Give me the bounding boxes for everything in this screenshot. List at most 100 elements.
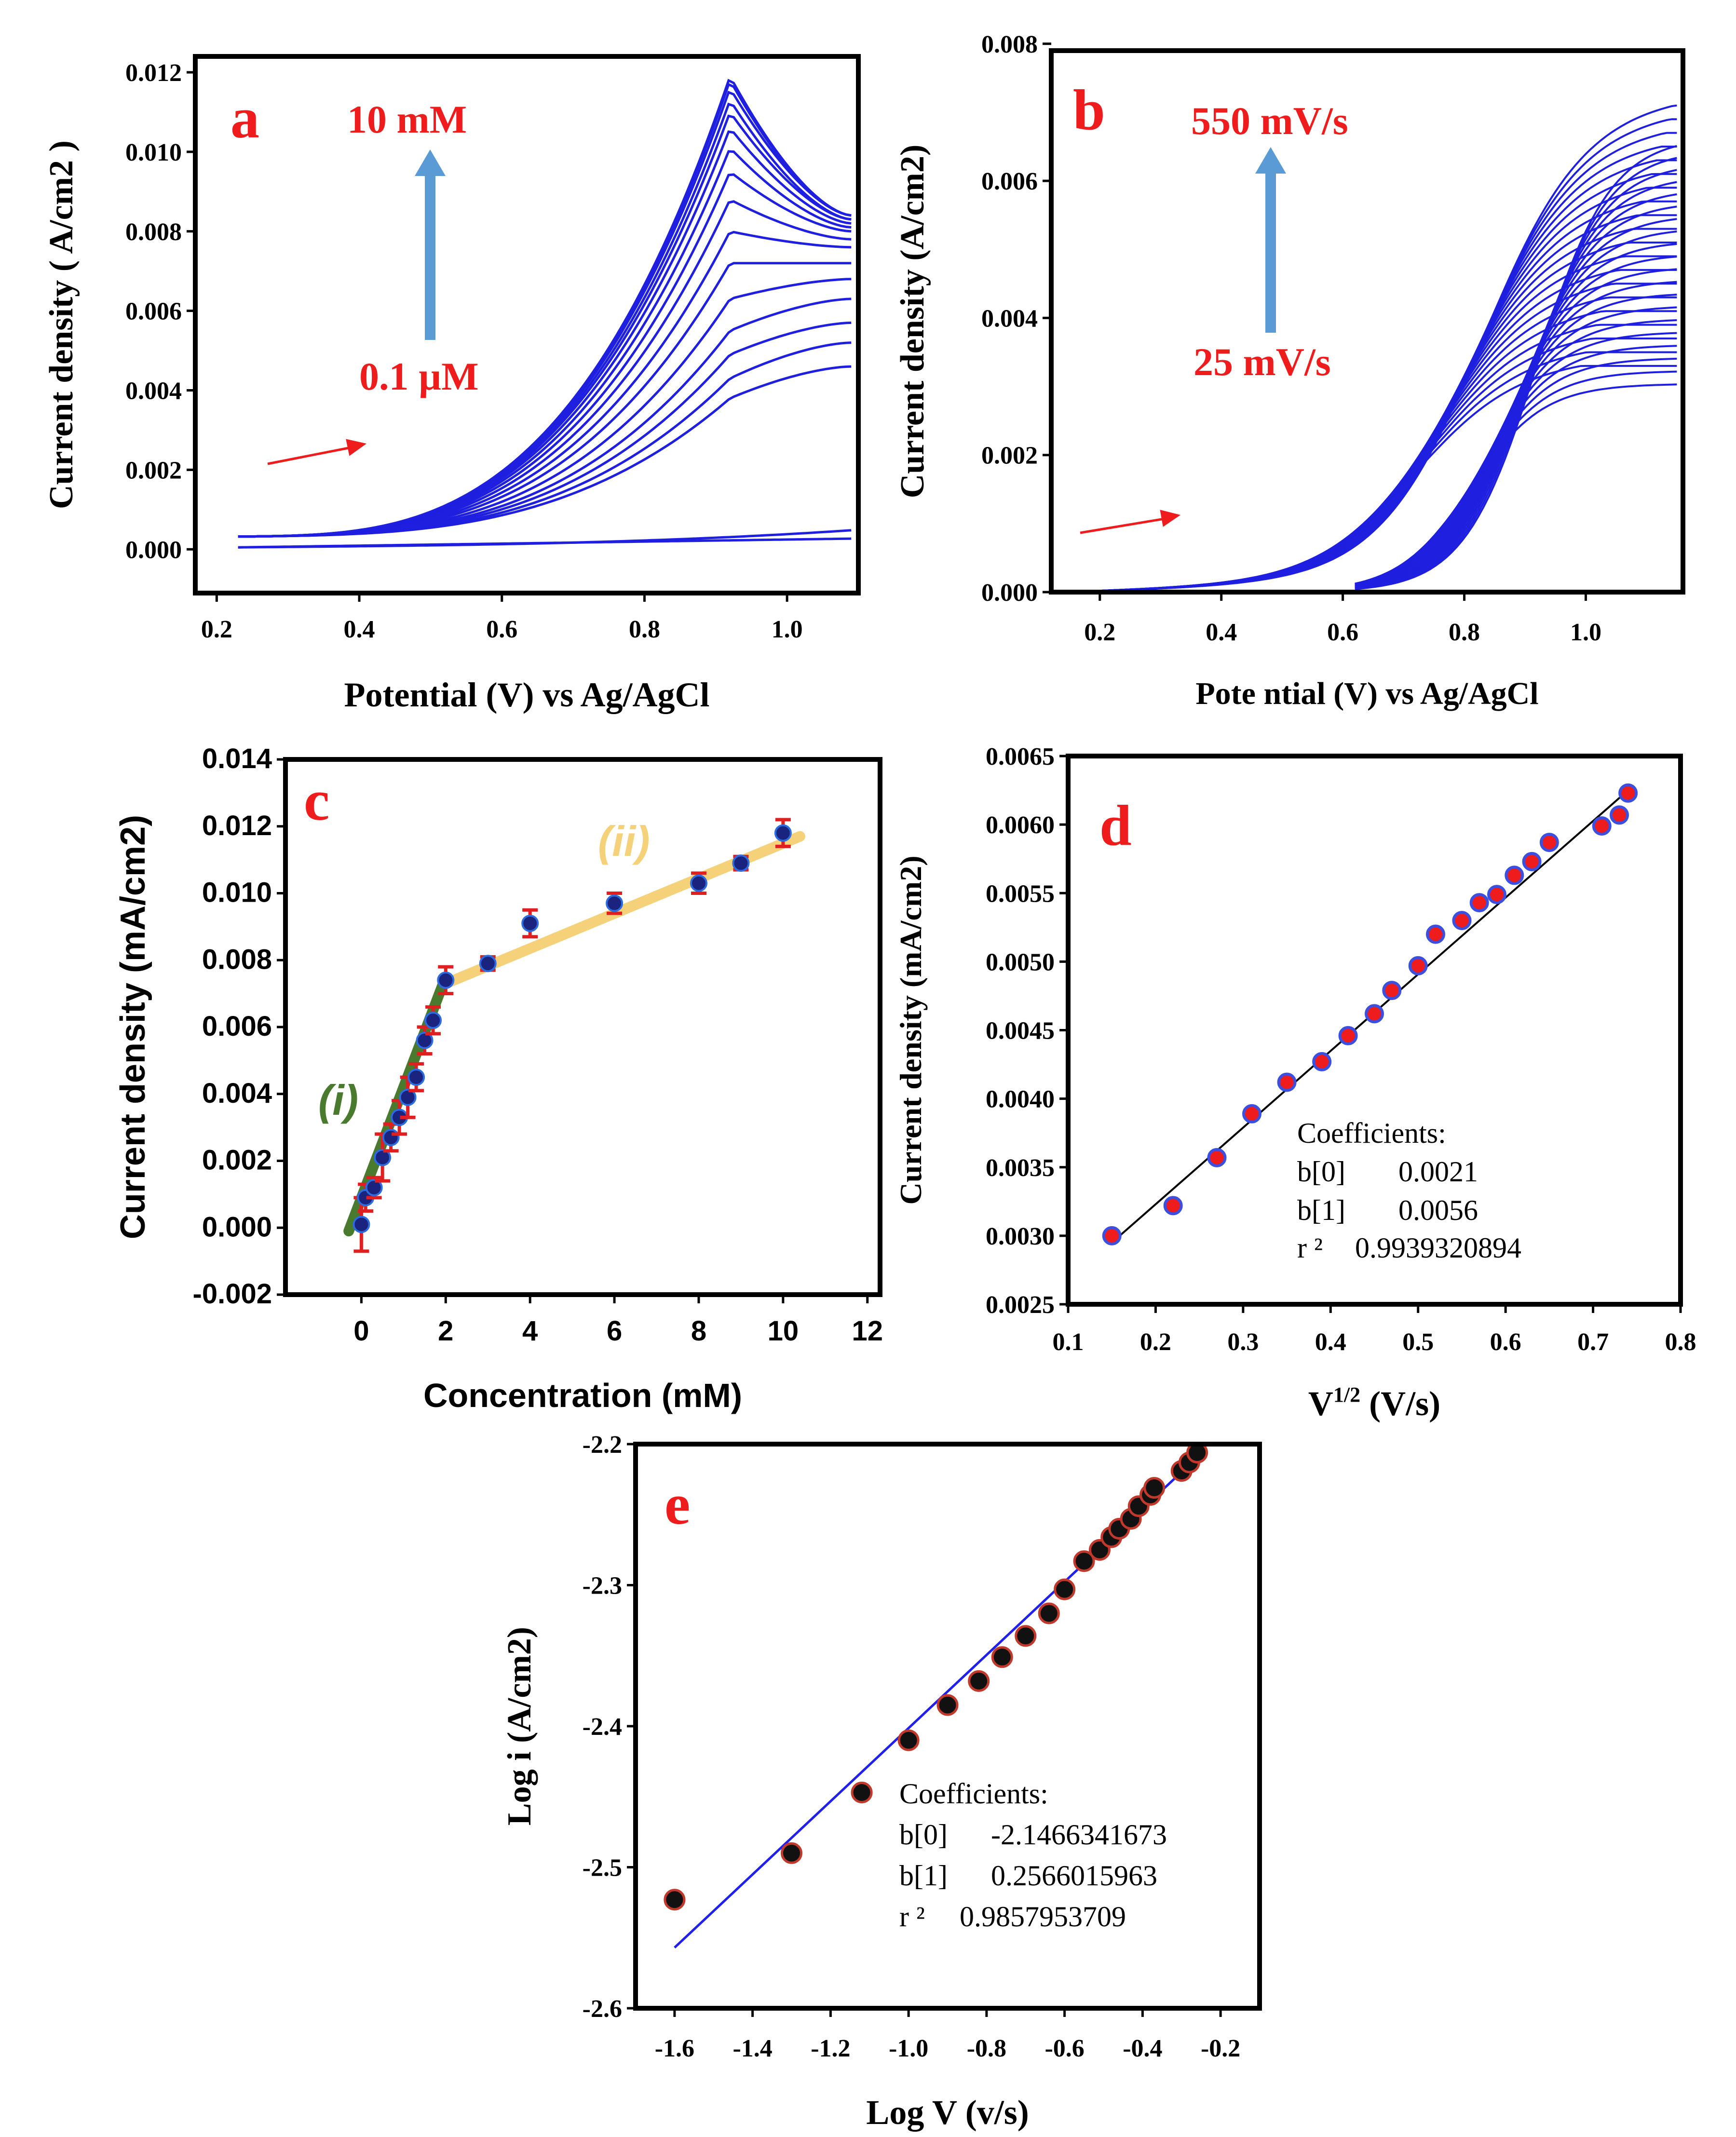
panel-e-xtick-label: -1.6 (655, 2035, 694, 2062)
lsv-curve-b (1069, 104, 1677, 593)
panel-d-xtick-label: 0.7 (1577, 1328, 1609, 1356)
panel-a-x-axis-label: Potential (V) vs Ag/AgCl (344, 676, 710, 714)
data-point (437, 971, 455, 989)
data-point (774, 824, 792, 842)
panel-e-r2-label: r ² (899, 1901, 925, 1933)
panel-c-ytick-label: -0.002 (193, 1278, 272, 1310)
panel-b-ytick-label: 0.004 (981, 305, 1038, 332)
panel-e-r2-value: 0.9857953709 (960, 1901, 1126, 1933)
panel-d-b0-label: b[0] (1297, 1156, 1345, 1188)
panel-a-ytick-label: 0.002 (125, 457, 182, 484)
panel-c-ytick-label: 0.014 (202, 743, 272, 774)
panel-e-ytick-label: -2.2 (583, 1431, 622, 1459)
data-point (851, 1781, 873, 1803)
panel-b-note-top: 550 mV/s (1191, 99, 1348, 143)
data-point (407, 1068, 425, 1086)
data-point (1469, 893, 1489, 913)
panel-a-ytick-label: 0.010 (125, 139, 182, 166)
panel-a-note-bottom: 0.1 µM (359, 354, 479, 398)
lsv-return-b (1355, 357, 1677, 585)
panel-e-xtick-label: -0.2 (1201, 2035, 1240, 2062)
data-point (1592, 816, 1612, 836)
data-point (1487, 885, 1506, 905)
panel-e-ytick-label: -2.3 (583, 1572, 622, 1600)
panel-d-ytick-label: 0.0030 (986, 1223, 1055, 1250)
data-point (479, 955, 497, 973)
panel-e-frame (633, 1442, 1262, 2011)
data-point (374, 1149, 392, 1166)
lsv-return-b (1355, 281, 1677, 587)
panel-c-xtick-label: 12 (852, 1315, 883, 1347)
panel-c-ytick-label: 0.000 (202, 1211, 272, 1243)
data-point (1242, 1104, 1261, 1123)
cv-curve-a (238, 262, 852, 538)
panel-d-xtick-label: 0.3 (1227, 1328, 1259, 1356)
panel-d-xtick-label: 0.6 (1490, 1328, 1521, 1356)
lsv-curve-b (1069, 228, 1677, 593)
panel-b-xtick-label: 0.4 (1206, 619, 1237, 646)
panel-d-r2-label: r ² (1297, 1232, 1323, 1264)
panel-c-ytick-label: 0.002 (202, 1145, 272, 1176)
panel-d-letter: d (1099, 793, 1132, 857)
panel-b-frame (1049, 48, 1685, 595)
data-point (1365, 1004, 1384, 1024)
panel-d-xtick-label: 0.2 (1140, 1328, 1171, 1356)
data-point (1618, 783, 1638, 803)
panel-e-b0-value: -2.1466341673 (991, 1819, 1167, 1851)
lsv-return-b (1355, 169, 1677, 590)
panel-a-ytick-label: 0.008 (125, 218, 182, 246)
lsv-return-b (1355, 319, 1677, 586)
panel-a-ytick-label: 0.012 (125, 59, 182, 87)
panel-c-xtick-label: 10 (768, 1315, 799, 1347)
panel-e-xtick-label: -0.8 (967, 2035, 1006, 2062)
data-point (606, 894, 624, 912)
lsv-return-b (1355, 332, 1677, 586)
panel-c-y-axis-label: Current density (mA/cm2) (114, 815, 152, 1239)
data-point (399, 1088, 417, 1106)
lsv-curve-b (1069, 365, 1677, 593)
panel-c-xtick-label: 2 (438, 1315, 453, 1347)
panel-c-xtick-label: 4 (522, 1315, 538, 1347)
panel-b-red-arrow-head (1160, 510, 1180, 527)
panel-b-ytick-label: 0.006 (981, 168, 1038, 195)
panel-d-b1-label: b[1] (1297, 1194, 1345, 1226)
panel-d-r2-value: 0.9939320894 (1355, 1232, 1521, 1264)
cv-curve-a (238, 230, 852, 538)
panel-b: 0.000 0.002 0.004 0.006 0.008 0.2 0.4 0.6 0.8 1.0… (894, 31, 1685, 711)
data-point (968, 1670, 990, 1692)
panel-d-b0-value: 0.0021 (1398, 1156, 1478, 1188)
cv-curve-a (238, 298, 852, 538)
panel-e-b0-label: b[0] (899, 1819, 948, 1851)
panel-a-xtick-label: 0.2 (201, 616, 232, 643)
data-point (1408, 956, 1428, 975)
panel-a-xtick-label: 0.6 (486, 616, 517, 643)
panel-e-letter: e (665, 1472, 690, 1536)
panel-a-letter: a (231, 86, 259, 150)
data-point (1539, 833, 1559, 852)
data-point (1338, 1026, 1358, 1045)
data-point (353, 1216, 370, 1233)
panel-e-ytick-label: -2.6 (583, 1995, 622, 2023)
data-point (416, 1031, 434, 1049)
data-point (1382, 981, 1402, 1001)
panel-b-xtick-label: 1.0 (1570, 619, 1601, 646)
panel-b-xtick-label: 0.2 (1084, 619, 1115, 646)
data-point (1452, 911, 1472, 931)
data-point (1163, 1196, 1183, 1216)
panel-a-red-arrow-head (346, 439, 366, 456)
panel-a-xtick-label: 0.8 (629, 616, 660, 643)
lsv-return-b (1355, 345, 1677, 586)
lsv-curve-b (1069, 283, 1677, 593)
panel-c-ytick-label: 0.010 (202, 877, 272, 908)
panel-d-ytick-label: 0.0065 (986, 743, 1055, 771)
panel-e-ytick-label: -2.4 (583, 1713, 622, 1741)
panel-d: 0.0025 0.0030 0.0035 0.0040 0.0045 0.0050 0.00… (894, 743, 1696, 1423)
panel-c-region-ii-label: (ii) (598, 817, 650, 865)
panel-a-y-axis-label: Current density ( A/cm2 ) (43, 140, 80, 509)
panel-a-xtick-label: 0.4 (344, 616, 375, 643)
panel-c-region-i-label: (i) (318, 1076, 358, 1124)
data-point (1143, 1477, 1166, 1499)
panel-d-ytick-label: 0.0040 (986, 1086, 1055, 1113)
panel-b-xtick-label: 0.6 (1327, 619, 1358, 646)
